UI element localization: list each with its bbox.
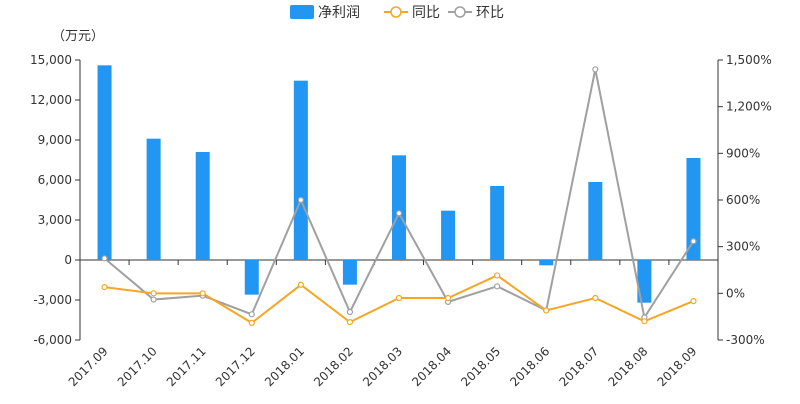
x-tick-label: 2018.09 xyxy=(655,344,700,389)
x-tick-label: 2018.04 xyxy=(409,344,454,389)
x-tick-label: 2018.08 xyxy=(606,344,651,389)
series-point xyxy=(494,272,501,279)
series-point xyxy=(690,238,697,245)
left-y-tick-label: 6,000 xyxy=(38,173,72,187)
series-point xyxy=(641,318,648,325)
series-point xyxy=(395,294,403,302)
bar xyxy=(342,260,357,285)
series-point xyxy=(297,281,304,288)
series-point xyxy=(444,294,452,302)
series-point xyxy=(346,319,354,326)
left-y-tick-label: 9,000 xyxy=(38,133,72,147)
x-tick-label: 2017.10 xyxy=(115,344,160,389)
left-y-tick-label: -6,000 xyxy=(33,333,72,347)
bar xyxy=(637,260,652,303)
series-point xyxy=(248,311,255,318)
series-point xyxy=(150,290,157,297)
series-point xyxy=(690,298,697,305)
x-tick-label: 2018.07 xyxy=(556,344,601,389)
x-tick-label: 2018.01 xyxy=(262,344,307,389)
x-tick-label: 2018.02 xyxy=(311,344,356,389)
bar xyxy=(195,152,210,260)
series-point xyxy=(346,308,354,316)
bar xyxy=(97,65,112,260)
right-y-tick-label: -300% xyxy=(726,333,765,347)
legend-label: 同比 xyxy=(412,5,440,21)
right-y-tick-label: 900% xyxy=(726,146,760,160)
series-point xyxy=(101,255,108,262)
series-point xyxy=(199,290,206,297)
y-axis-unit-label: （万元） xyxy=(52,29,104,44)
bar xyxy=(490,186,505,260)
series-point xyxy=(395,210,403,217)
bar xyxy=(539,260,554,266)
legend-marker xyxy=(454,6,466,18)
series-point xyxy=(543,307,550,314)
bar xyxy=(146,138,161,260)
left-y-tick-label: -3,000 xyxy=(33,293,72,307)
series-point xyxy=(592,294,599,302)
series-point xyxy=(101,284,108,291)
left-y-tick-label: 12,000 xyxy=(30,93,72,107)
legend-label: 净利润 xyxy=(318,5,360,21)
series-point xyxy=(248,319,255,326)
right-y-tick-label: 0% xyxy=(726,286,745,300)
bar xyxy=(392,155,406,260)
bar xyxy=(588,182,603,260)
right-y-tick-label: 300% xyxy=(726,240,760,254)
x-tick-label: 2017.09 xyxy=(66,344,111,389)
right-y-tick-label: 1,500% xyxy=(726,53,772,67)
x-tick-label: 2018.05 xyxy=(458,344,503,389)
x-tick-label: 2017.11 xyxy=(164,344,209,389)
bar xyxy=(293,80,308,261)
bar xyxy=(686,158,701,260)
x-tick-label: 2018.03 xyxy=(360,344,405,389)
bar xyxy=(244,260,259,295)
left-y-tick-label: 3,000 xyxy=(38,213,72,227)
series-point xyxy=(150,296,157,303)
series-point xyxy=(494,283,501,290)
series-point xyxy=(297,196,304,204)
right-y-tick-label: 600% xyxy=(726,193,760,207)
bar xyxy=(441,210,456,260)
legend-swatch xyxy=(290,5,314,19)
x-tick-label: 2018.06 xyxy=(507,344,552,389)
left-y-tick-label: 0 xyxy=(64,253,72,267)
right-y-tick-label: 1,200% xyxy=(726,100,772,114)
series-point xyxy=(592,66,599,73)
x-tick-label: 2017.12 xyxy=(213,344,258,389)
left-y-tick-label: 15,000 xyxy=(30,53,72,67)
legend-marker xyxy=(390,6,402,18)
legend-label: 环比 xyxy=(476,5,504,21)
